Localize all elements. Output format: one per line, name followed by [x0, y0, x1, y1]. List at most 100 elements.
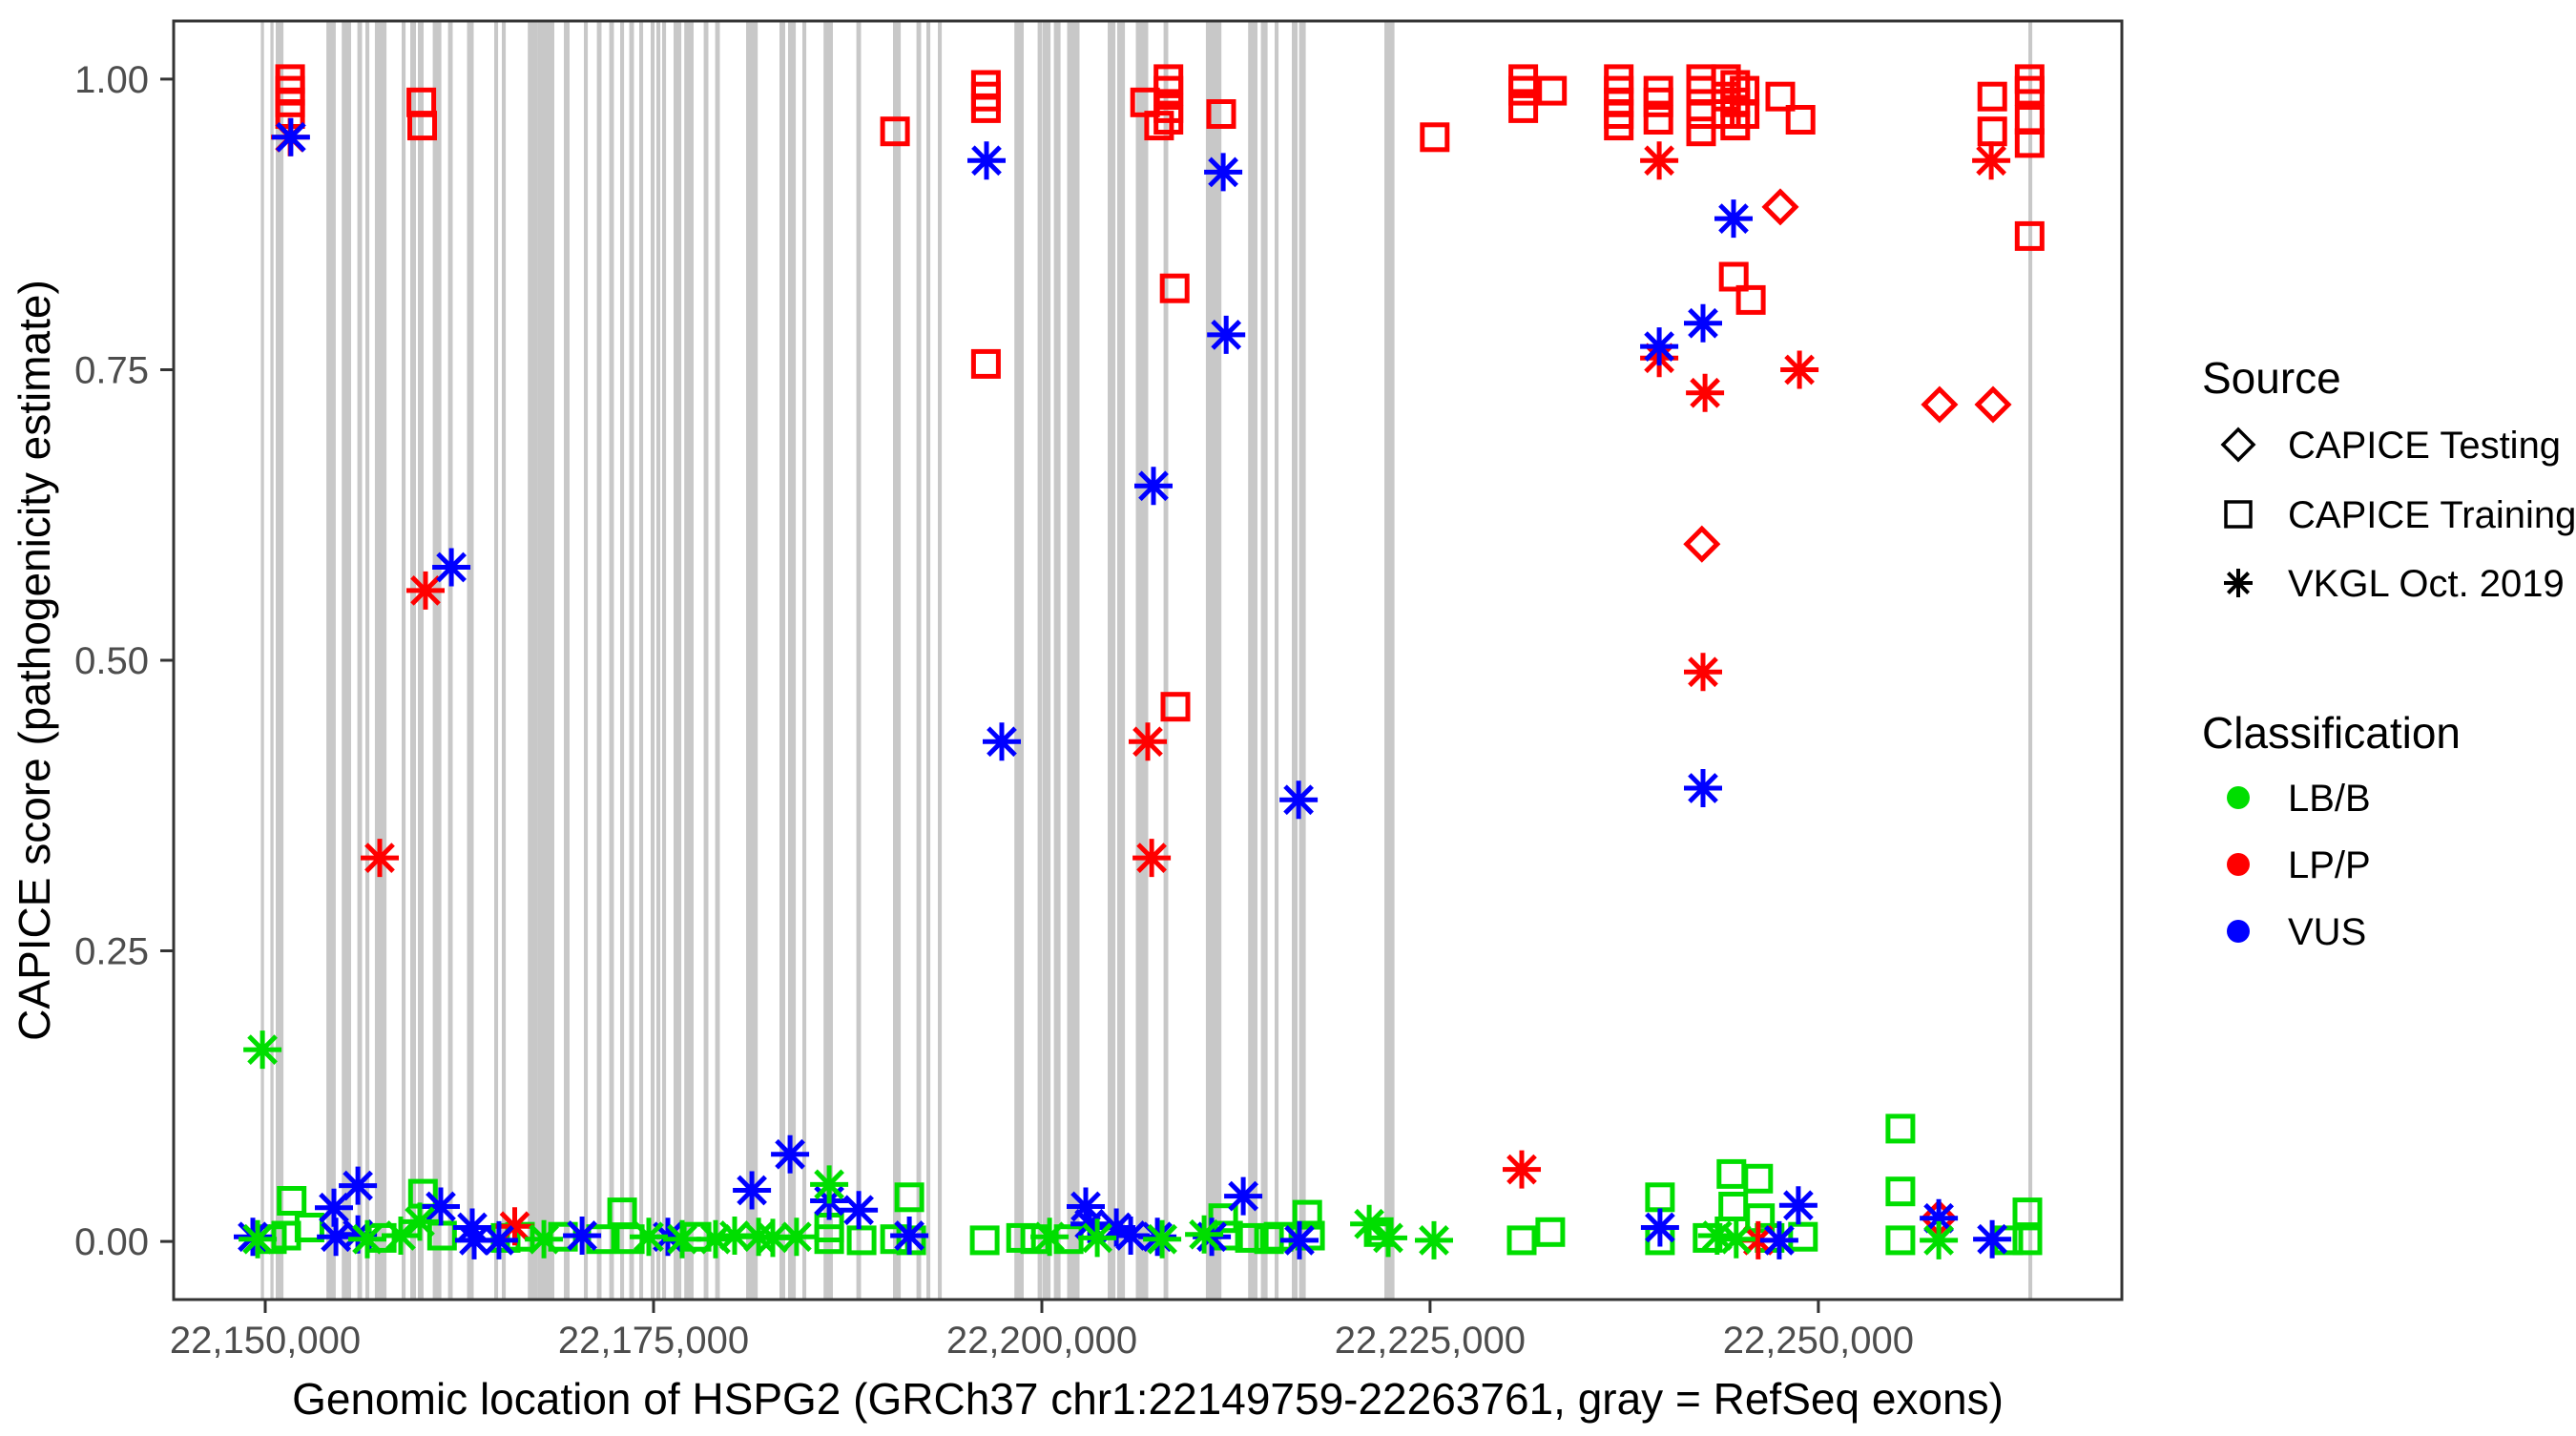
point-square: [1977, 81, 2007, 112]
point-square: [1785, 105, 1816, 135]
point-asterisk: [1067, 1187, 1105, 1226]
point-asterisk: [1132, 839, 1172, 878]
point-asterisk: [563, 1217, 602, 1255]
point-asterisk: [1780, 350, 1819, 389]
exon-bar: [537, 22, 554, 1299]
point-asterisk: [810, 1165, 849, 1204]
point-asterisk: [696, 1219, 735, 1259]
point-asterisk: [1972, 141, 2011, 180]
exon-bar: [1205, 22, 1222, 1299]
x-axis: 22,150,000 22,175,000 22,200,000 22,225,000…: [170, 1300, 1914, 1362]
diamond-icon: [2220, 427, 2256, 463]
lpp-dot-icon: [2227, 853, 2250, 876]
legend-item-label: VKGL Oct. 2019: [2288, 563, 2565, 605]
point-asterisk: [1415, 1220, 1453, 1259]
point-asterisk: [840, 1191, 879, 1230]
exon-bar: [418, 22, 424, 1299]
point-asterisk: [967, 141, 1006, 180]
point-asterisk: [239, 1219, 278, 1259]
point-square: [294, 1213, 324, 1242]
exon-bar: [856, 22, 862, 1299]
point-asterisk: [663, 1219, 701, 1259]
exon-bar: [1292, 22, 1298, 1299]
point-asterisk: [890, 1217, 929, 1255]
point-asterisk: [1920, 1198, 1959, 1238]
point-square: [1160, 692, 1191, 722]
exon-bar: [1275, 22, 1279, 1299]
x-tick-label: 22,150,000: [170, 1320, 361, 1362]
point-asterisk: [525, 1219, 564, 1259]
point-square: [880, 116, 910, 147]
exon-bar: [596, 22, 602, 1299]
point-square: [1730, 99, 1760, 129]
point-diamond: [1761, 188, 1799, 226]
exon-bar: [528, 22, 537, 1299]
point-diamond: [1921, 385, 1959, 424]
exon-bar: [1163, 22, 1169, 1299]
exon-bar: [342, 22, 351, 1299]
point-asterisk: [1714, 199, 1753, 239]
point-square: [970, 93, 1001, 123]
exon-bar: [1037, 22, 1043, 1299]
exon-bar: [823, 22, 833, 1299]
point-asterisk: [1350, 1204, 1389, 1243]
point-asterisk: [733, 1171, 772, 1210]
point-asterisk: [1738, 1220, 1777, 1259]
point-asterisk: [1973, 1219, 2012, 1259]
exon-bar: [674, 22, 682, 1299]
exon-bar: [1014, 22, 1024, 1299]
exon-bar: [788, 22, 797, 1299]
point-square: [1735, 284, 1766, 315]
point-asterisk: [317, 1217, 356, 1257]
exon-bar: [1108, 22, 1116, 1299]
exon-bar: [609, 22, 614, 1299]
legend-item-label: CAPICE Testing: [2288, 425, 2561, 467]
exon-bar: [365, 22, 370, 1299]
point-square: [1718, 261, 1749, 292]
exon-bar: [467, 22, 474, 1299]
point-square: [1686, 116, 1716, 147]
point-asterisk: [1204, 153, 1243, 192]
point-asterisk: [1111, 1217, 1151, 1255]
point-asterisk: [1369, 1218, 1407, 1258]
point-square: [1508, 93, 1539, 123]
exon-bar: [926, 22, 931, 1299]
square-icon: [2224, 500, 2253, 529]
exon-bar: [684, 22, 694, 1299]
legend-source-title: Source: [2202, 353, 2341, 403]
point-square: [1153, 75, 1184, 106]
point-square: [1718, 1192, 1749, 1221]
legend-item-vus: VUS: [2227, 911, 2366, 953]
point-asterisk: [1684, 769, 1722, 807]
point-diamond: [1683, 525, 1721, 563]
point-square: [1788, 1221, 1818, 1252]
point-square: [1206, 99, 1236, 129]
exon-bar: [564, 22, 570, 1299]
point-square: [1643, 105, 1673, 135]
point-asterisk: [754, 1218, 792, 1258]
point-asterisk: [983, 722, 1021, 761]
vus-dot-icon: [2227, 920, 2250, 943]
point-asterisk: [401, 1202, 439, 1241]
point-square: [1885, 1225, 1916, 1256]
legend-classification-title: Classification: [2202, 708, 2461, 758]
point-asterisk: [1030, 1217, 1070, 1257]
exon-bar: [779, 22, 785, 1299]
point-square: [1885, 1176, 1916, 1207]
point-square: [1159, 273, 1190, 303]
exon-bar: [276, 22, 284, 1299]
point-asterisk: [432, 548, 471, 587]
exon-bar: [374, 22, 387, 1299]
point-asterisk: [495, 1207, 534, 1246]
x-tick-label: 22,250,000: [1723, 1320, 1914, 1362]
point-asterisk: [382, 1217, 420, 1255]
legend-item-vkgl: VKGL Oct. 2019: [2224, 563, 2565, 605]
exon-bar: [802, 22, 807, 1299]
exon-bar: [629, 22, 634, 1299]
point-square: [1144, 111, 1174, 141]
point-square: [1604, 111, 1634, 141]
exon-bar: [1248, 22, 1257, 1299]
point-square: [1720, 70, 1751, 100]
exon-bar: [1387, 22, 1395, 1299]
